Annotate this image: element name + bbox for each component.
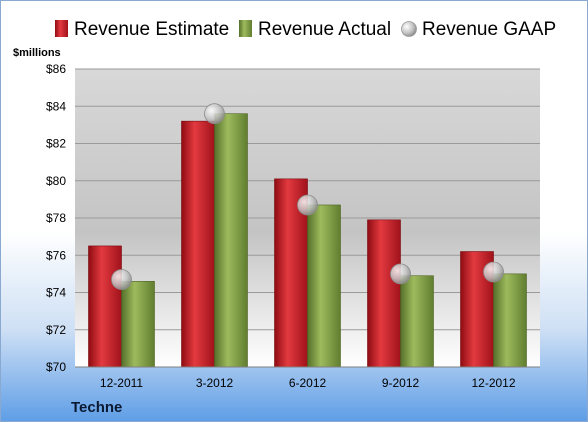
legend-swatch-actual [239, 20, 252, 37]
y-axis-ticks: $70 $72 $74 $76 $78 $80 $82 $84 $86 [46, 62, 66, 374]
marker-revenue-gaap [204, 103, 225, 125]
legend-swatch-estimate [55, 20, 68, 37]
legend-label-actual: Revenue Actual [258, 19, 391, 40]
marker-revenue-gaap [297, 194, 318, 216]
y-tick-label: $74 [46, 286, 66, 300]
bar-revenue-actual [121, 281, 155, 368]
y-tick-label: $78 [46, 211, 66, 225]
bar-revenue-estimate [460, 251, 494, 368]
y-tick-label: $72 [46, 323, 66, 337]
x-tick-label: 9-2012 [382, 376, 420, 390]
y-tick-label: $80 [46, 174, 66, 188]
bar-revenue-actual [400, 275, 434, 368]
y-tick-label: $86 [46, 62, 66, 76]
bar-revenue-actual [214, 113, 248, 368]
bar-revenue-actual [307, 204, 341, 368]
bar-revenue-estimate [88, 245, 122, 368]
x-tick-label: 12-2012 [471, 376, 515, 390]
y-tick-label: $70 [46, 360, 66, 374]
marker-revenue-gaap [483, 261, 504, 283]
x-tick-label: 6-2012 [289, 376, 327, 390]
legend-label-estimate: Revenue Estimate [74, 19, 229, 40]
company-name: Techne [71, 399, 122, 416]
bar-revenue-actual [493, 273, 527, 368]
x-tick-label: 3-2012 [196, 376, 234, 390]
x-tick-label: 12-2011 [100, 376, 143, 390]
legend-label-gaap: Revenue GAAP [422, 19, 556, 40]
marker-revenue-gaap [111, 269, 132, 290]
y-tick-label: $82 [46, 137, 66, 151]
y-tick-label: $76 [46, 248, 66, 262]
bar-revenue-estimate [181, 120, 215, 368]
gaap-markers [111, 103, 504, 290]
bar-series [88, 113, 527, 368]
marker-revenue-gaap [390, 263, 411, 285]
x-axis-ticks: 12-2011 3-2012 6-2012 9-2012 12-2012 [100, 376, 516, 390]
y-axis-unit-label: $millions [13, 47, 61, 59]
legend-swatch-gaap [401, 21, 417, 37]
y-tick-label: $84 [46, 99, 66, 113]
bar-revenue-estimate [367, 219, 401, 368]
legend: Revenue Estimate Revenue Actual Revenue … [55, 19, 556, 40]
